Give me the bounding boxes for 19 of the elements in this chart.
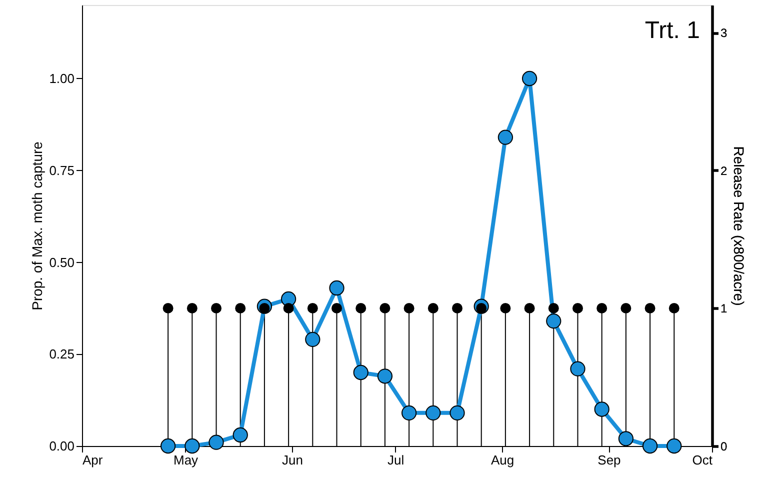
x-tick-label: May — [173, 452, 199, 468]
y2-tick-label: 1 — [720, 302, 728, 316]
x-tick-label: Jun — [282, 452, 303, 468]
x-tick-label: Jul — [387, 452, 404, 468]
y2-tick-label: 2 — [720, 164, 728, 178]
y-tick-label: 0.50 — [49, 254, 74, 270]
y2-axis-title: Release Rate (x800/acre) — [731, 146, 748, 306]
y2-tick-label: 0 — [720, 440, 728, 454]
x-tick-label: Apr — [82, 452, 104, 468]
y-tick-label: 0.00 — [49, 438, 74, 454]
x-tick-label: Oct — [692, 452, 713, 468]
x-tick-label: Aug — [490, 452, 514, 468]
y2-tick-label: 3 — [720, 26, 728, 40]
y-tick-label: 0.25 — [49, 346, 74, 362]
y-tick-label: 0.75 — [49, 162, 74, 178]
annotation: Trt. 1 — [644, 17, 700, 44]
x-tick-label: Sep — [598, 452, 621, 468]
y-axis-title: Prop. of Max. moth capture — [29, 141, 46, 310]
y-tick-label: 1.00 — [49, 71, 74, 86]
